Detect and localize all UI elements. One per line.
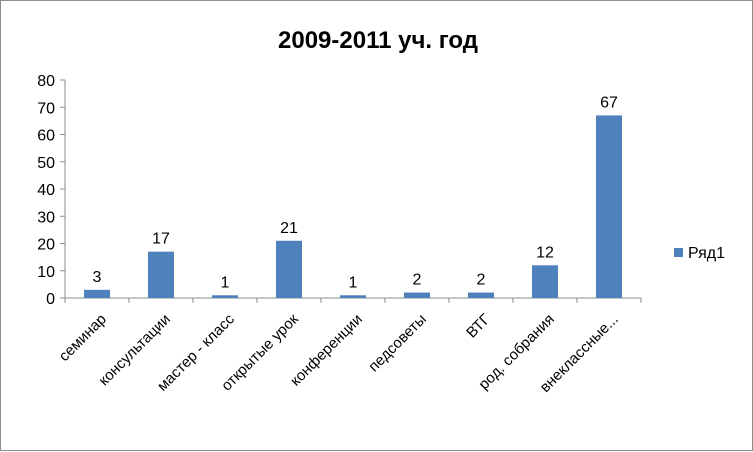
chart-title: 2009-2011 уч. год [278, 27, 478, 54]
category-label: ВТГ [463, 311, 494, 342]
bar [404, 292, 430, 298]
data-label: 1 [221, 274, 230, 291]
y-tick-label: 20 [37, 237, 55, 254]
y-tick-label: 60 [37, 128, 55, 145]
bar [276, 240, 302, 298]
data-label: 12 [536, 244, 554, 261]
bar [596, 115, 622, 298]
y-tick-label: 40 [37, 182, 55, 199]
y-tick-label: 30 [37, 209, 55, 226]
y-tick-label: 80 [37, 73, 55, 90]
legend-label: Ряд1 [688, 245, 725, 262]
chart-bars [84, 115, 622, 298]
bar [340, 295, 366, 298]
legend-swatch [674, 248, 683, 257]
y-tick-label: 50 [37, 155, 55, 172]
data-label: 67 [600, 94, 618, 111]
data-label: 17 [152, 231, 170, 248]
chart-legend: Ряд1 [674, 245, 725, 262]
bar [212, 295, 238, 298]
data-label: 3 [93, 269, 102, 286]
data-label: 2 [477, 272, 486, 289]
category-label: семинар [56, 311, 110, 365]
chart-axes: 0 10 20 30 40 50 60 70 80 [37, 73, 642, 308]
category-label: педсоветы [365, 311, 429, 375]
bar [532, 265, 558, 298]
data-label: 2 [413, 272, 422, 289]
data-label: 21 [280, 220, 298, 237]
data-label: 1 [349, 274, 358, 291]
y-tick-label: 10 [37, 264, 55, 281]
bar [468, 292, 494, 298]
bar [148, 251, 174, 298]
y-tick-label: 70 [37, 100, 55, 117]
y-tick-label: 0 [46, 291, 55, 308]
bar [84, 289, 110, 298]
